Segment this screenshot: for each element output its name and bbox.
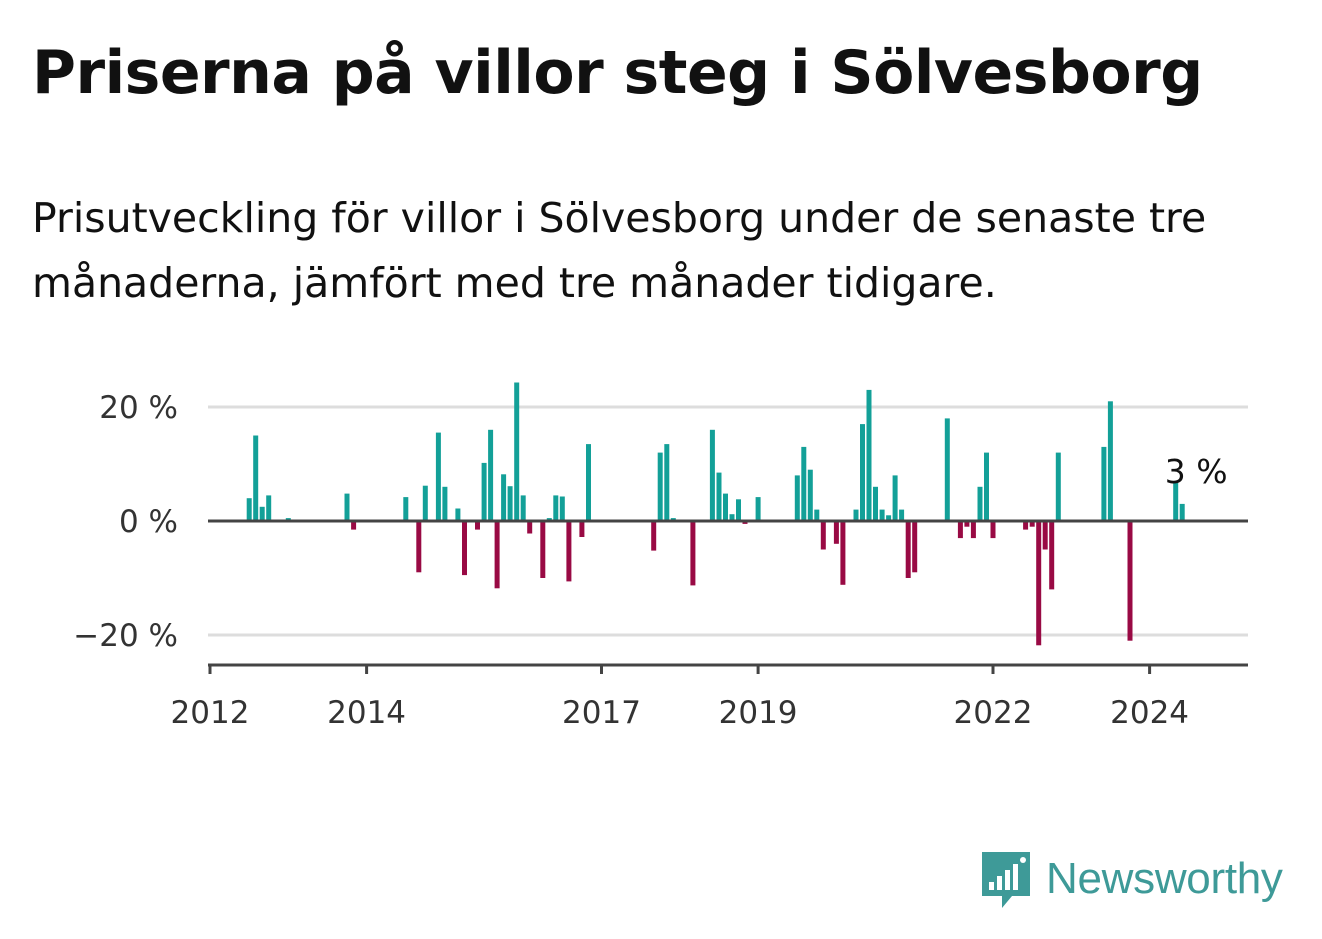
bar — [853, 509, 859, 521]
bar — [1179, 503, 1185, 521]
bar — [899, 509, 905, 521]
value-annotation: 3 % — [1165, 452, 1228, 491]
bar — [957, 521, 963, 539]
y-tick-label: 20 % — [99, 390, 178, 426]
bar — [755, 497, 761, 521]
bar — [990, 521, 996, 539]
x-tick-label: 2019 — [719, 695, 798, 731]
bar — [1036, 521, 1042, 646]
bar — [481, 462, 487, 521]
bar — [716, 472, 722, 522]
newsworthy-logo: Newsworthy — [980, 848, 1283, 910]
bar — [246, 498, 252, 521]
bar — [501, 474, 507, 521]
bar — [1023, 521, 1029, 530]
bar — [455, 508, 461, 521]
bar — [344, 493, 350, 521]
bar — [807, 469, 813, 521]
bar — [403, 497, 409, 521]
bar — [820, 521, 826, 550]
bar — [657, 452, 663, 521]
bar — [833, 521, 839, 544]
bar — [494, 521, 500, 589]
bar — [886, 515, 892, 521]
chart-title: Priserna på villor steg i Sölvesborg — [32, 38, 1203, 108]
bar — [814, 509, 820, 521]
bar — [475, 521, 480, 530]
bar — [840, 521, 846, 585]
bar — [736, 499, 741, 521]
bar — [690, 521, 696, 586]
bar — [540, 521, 546, 578]
brand-name: Newsworthy — [1046, 854, 1283, 903]
bar — [586, 444, 591, 522]
x-tick-label: 2022 — [954, 695, 1033, 731]
bar — [723, 493, 728, 521]
bar — [259, 506, 265, 522]
x-tick-label: 2024 — [1110, 695, 1189, 731]
bar — [553, 495, 559, 522]
bar — [801, 446, 807, 521]
bar — [984, 452, 989, 521]
y-tick-label: −20 % — [73, 618, 178, 654]
x-tick-label: 2014 — [327, 695, 406, 731]
bar — [729, 514, 735, 521]
bar — [1029, 521, 1035, 527]
bar — [879, 509, 885, 521]
bar — [566, 521, 572, 582]
bar — [266, 495, 272, 522]
y-tick-label: 0 % — [119, 504, 178, 540]
bar — [1042, 521, 1048, 550]
bar — [579, 521, 585, 537]
bar — [651, 521, 657, 551]
x-tick-label: 2012 — [171, 695, 250, 731]
bar — [462, 521, 467, 576]
bar — [1049, 521, 1055, 590]
bar — [866, 389, 872, 521]
bar — [709, 429, 715, 521]
bar — [1173, 481, 1179, 521]
bar — [860, 424, 865, 521]
bar-chart: 20 % 0 % −20 % 2012 2014 2017 2019 2022 2024 3 % — [73, 382, 1248, 731]
bar — [664, 444, 670, 522]
bar — [970, 521, 976, 539]
bar — [1107, 401, 1113, 521]
bar — [442, 486, 448, 521]
bar — [1101, 446, 1107, 521]
bar — [892, 475, 898, 521]
bar — [422, 485, 428, 521]
bar — [977, 486, 983, 521]
bar — [559, 496, 565, 521]
chart-subtitle: Prisutveckling för villor i Sölvesborg u… — [32, 194, 1207, 307]
bar — [488, 429, 494, 521]
bar — [520, 495, 526, 522]
bar — [253, 435, 259, 521]
bar — [514, 382, 520, 521]
bar — [435, 432, 441, 521]
bar — [964, 521, 970, 527]
x-tick-label: 2017 — [562, 695, 641, 731]
bar — [507, 486, 513, 521]
bar — [873, 486, 878, 521]
bar — [527, 521, 533, 534]
bar — [1127, 521, 1133, 641]
bar — [351, 521, 357, 530]
bar — [905, 521, 911, 578]
bar — [944, 418, 950, 521]
bar — [794, 475, 800, 521]
bar — [416, 521, 422, 573]
bar — [912, 521, 918, 573]
bar — [1055, 452, 1061, 521]
newsworthy-logo-icon — [982, 852, 1030, 908]
